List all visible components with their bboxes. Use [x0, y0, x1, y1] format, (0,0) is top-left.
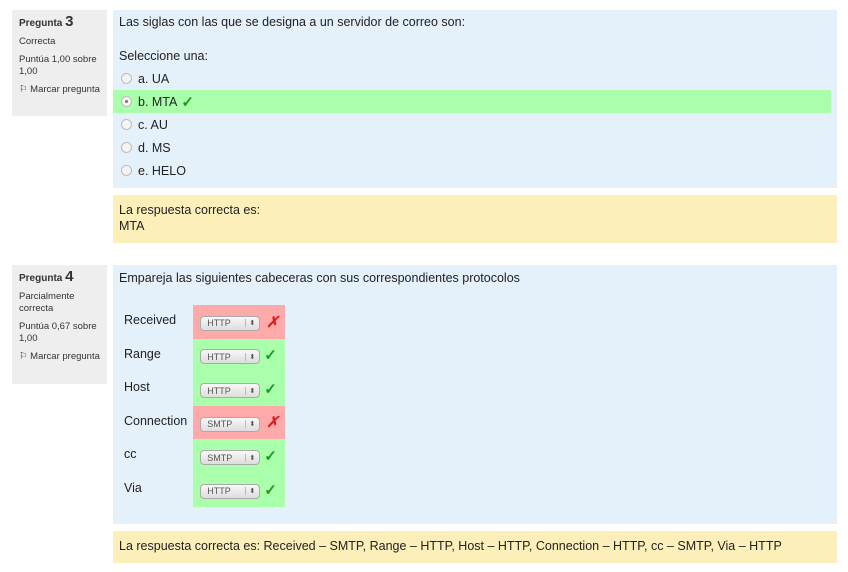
q4-feedback: La respuesta correcta es: Received – SMT… [113, 531, 837, 563]
flag-icon: ⚐ [19, 351, 28, 362]
match-row: Received HTTP ⬍ ✗ [124, 305, 286, 339]
match-row: Connection SMTP ⬍ ✗ [124, 405, 286, 440]
select-arrows-icon: ⬍ [245, 352, 255, 361]
select-arrows-icon: ⬍ [245, 319, 255, 328]
q4-title: Pregunta 4 [19, 268, 101, 285]
protocol-select[interactable]: HTTP ⬍ [200, 349, 261, 365]
q3-option[interactable]: d. MS [113, 136, 831, 159]
select-value: HTTP [207, 318, 231, 329]
cross-icon: ✗ [266, 313, 279, 331]
select-arrows-icon: ⬍ [245, 453, 255, 462]
protocol-select[interactable]: HTTP ⬍ [200, 315, 261, 331]
q3-state: Correcta [19, 36, 56, 47]
select-value: SMTP [207, 419, 233, 430]
q3-number: 3 [65, 13, 74, 30]
q3-info: Pregunta 3 Correcta Puntúa 1,00 sobre 1,… [12, 10, 107, 116]
header-label: Received [124, 313, 177, 327]
q3-feedback-answer: MTA [119, 219, 145, 233]
q4-flag-link[interactable]: ⚐ Marcar pregunta [19, 351, 101, 363]
q3-label: Pregunta [19, 18, 63, 29]
check-icon: ✓ [264, 448, 277, 466]
q3-option[interactable]: e. HELO [113, 159, 831, 182]
header-label: Connection [124, 413, 188, 428]
flag-icon: ⚐ [19, 84, 28, 95]
check-icon: ✓ [181, 93, 194, 111]
match-row: Range HTTP ⬍ ✓ [124, 338, 286, 373]
q3-feedback: La respuesta correcta es: MTA [113, 195, 837, 243]
q4-match-table: Received HTTP ⬍ ✗ Range HTTP ⬍ ✓ Host HTTP ⬍ ✓ Conne… [124, 305, 286, 507]
radio-button[interactable] [121, 96, 132, 107]
q3-prompt: Seleccione una: [119, 49, 208, 63]
match-row: Via HTTP ⬍ ✓ [124, 472, 286, 507]
q4-content: Empareja las siguientes cabeceras con su… [113, 265, 837, 524]
option-label: c. AU [138, 117, 168, 132]
header-label: cc [124, 447, 137, 462]
q3-flag-link[interactable]: ⚐ Marcar pregunta [19, 84, 101, 96]
header-label: Range [124, 346, 161, 361]
q3-option[interactable]: a. UA [113, 67, 831, 90]
q3-feedback-label: La respuesta correcta es: [119, 203, 261, 217]
q3-flag-label: Marcar pregunta [30, 84, 100, 95]
protocol-select[interactable]: SMTP ⬍ [200, 450, 261, 466]
q3-grade: Puntúa 1,00 sobre 1,00 [19, 54, 97, 77]
q4-number: 4 [65, 268, 74, 285]
radio-button[interactable] [121, 73, 132, 84]
option-label: a. UA [138, 71, 170, 86]
select-arrows-icon: ⬍ [245, 386, 255, 395]
radio-button[interactable] [121, 119, 132, 130]
option-label: b. MTA [138, 94, 178, 109]
q4-state: Parcialmente correcta [19, 291, 75, 314]
q4-flag-label: Marcar pregunta [30, 351, 100, 362]
q4-text: Empareja las siguientes cabeceras con su… [119, 271, 520, 285]
q4-grade: Puntúa 0,67 sobre 1,00 [19, 321, 97, 344]
select-arrows-icon: ⬍ [245, 420, 255, 429]
check-icon: ✓ [264, 481, 277, 499]
select-arrows-icon: ⬍ [245, 487, 255, 496]
answer-cell: HTTP ⬍ ✗ [193, 305, 286, 339]
answer-cell: HTTP ⬍ ✓ [193, 472, 286, 507]
q4-feedback-text: La respuesta correcta es: Received – SMT… [119, 539, 782, 553]
answer-cell: HTTP ⬍ ✓ [193, 372, 286, 406]
radio-button[interactable] [121, 165, 132, 176]
answer-cell: SMTP ⬍ ✗ [193, 405, 286, 440]
q3-option[interactable]: c. AU [113, 113, 831, 136]
select-value: HTTP [207, 385, 231, 396]
header-label: Host [124, 380, 150, 395]
radio-button[interactable] [121, 142, 132, 153]
option-label: e. HELO [138, 163, 186, 178]
option-label: d. MS [138, 140, 171, 155]
select-value: HTTP [207, 486, 231, 497]
match-row: cc SMTP ⬍ ✓ [124, 439, 286, 473]
protocol-select[interactable]: HTTP ⬍ [200, 383, 261, 399]
answer-cell: HTTP ⬍ ✓ [193, 338, 286, 373]
select-value: SMTP [207, 452, 233, 463]
q4-info: Pregunta 4 Parcialmente correcta Puntúa … [12, 265, 107, 384]
check-icon: ✓ [264, 347, 277, 365]
q3-content: Las siglas con las que se designa a un s… [113, 10, 837, 188]
protocol-select[interactable]: HTTP ⬍ [200, 483, 261, 499]
q3-option[interactable]: b. MTA ✓ [113, 90, 831, 113]
select-value: HTTP [207, 351, 231, 362]
q3-title: Pregunta 3 [19, 13, 101, 30]
q4-label: Pregunta [19, 273, 63, 284]
check-icon: ✓ [264, 380, 277, 398]
header-label: Via [124, 480, 142, 495]
match-row: Host HTTP ⬍ ✓ [124, 372, 286, 406]
cross-icon: ✗ [266, 414, 279, 432]
q3-text: Las siglas con las que se designa a un s… [119, 15, 466, 29]
protocol-select[interactable]: SMTP ⬍ [200, 416, 261, 432]
answer-cell: SMTP ⬍ ✓ [193, 439, 286, 473]
